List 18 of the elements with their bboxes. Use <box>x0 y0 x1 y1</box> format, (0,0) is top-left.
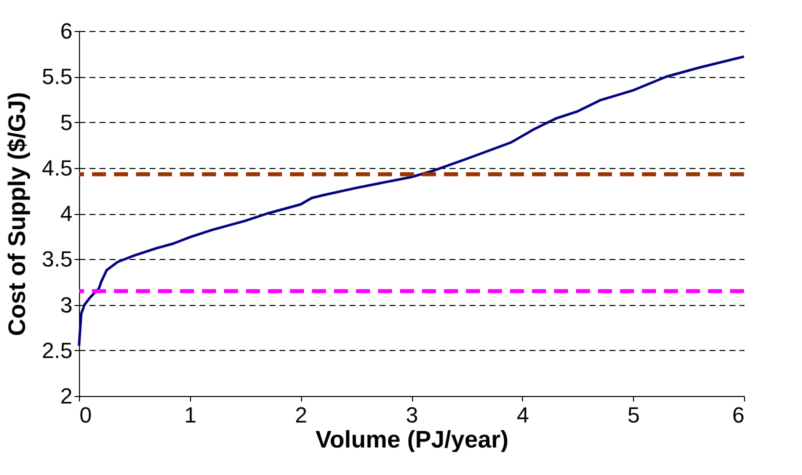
x-tick-label: 1 <box>184 402 196 428</box>
y-tick-label: 3.5 <box>42 246 72 272</box>
y-tick-label: 2.5 <box>42 338 72 363</box>
y-tick-label: 5 <box>60 110 72 135</box>
x-tick-label: 3 <box>406 402 418 428</box>
y-tick-label: 3 <box>60 292 72 318</box>
y-tick-label: 5.5 <box>42 64 72 90</box>
line-series <box>78 55 746 348</box>
y-tick-label: 6 <box>60 18 72 44</box>
x-tick-label: 6 <box>732 402 744 428</box>
y-tick-label: 2 <box>60 384 72 408</box>
x-tick-label: 0 <box>80 402 92 428</box>
x-tick-label: 2 <box>295 402 308 428</box>
y-tick-label: 4 <box>60 201 72 226</box>
x-tick-label: 5 <box>628 402 640 428</box>
y-tick-label: 4.5 <box>42 155 72 180</box>
y-axis-title: Cost of Supply ($/GJ) <box>4 92 31 336</box>
x-tick-label: 4 <box>516 402 529 428</box>
